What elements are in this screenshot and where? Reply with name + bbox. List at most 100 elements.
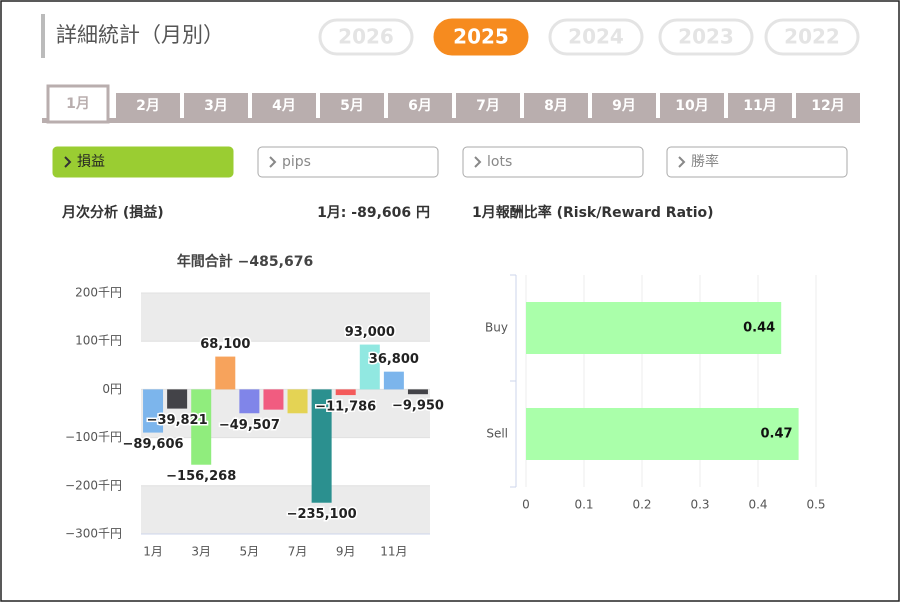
bar: [191, 389, 212, 465]
month-label: 5月: [340, 98, 364, 114]
tab-strip: [42, 118, 860, 123]
x-tick-label: 3月: [191, 545, 211, 559]
x-tick-label: 5月: [240, 545, 260, 559]
x-tick-label: 11月: [380, 545, 407, 559]
chart-subtitle: 年間合計 −485,676: [177, 253, 313, 270]
y-tick-label: Buy: [485, 321, 508, 335]
x-tick-label: 1月: [143, 545, 163, 559]
value-label: −49,507: [219, 418, 280, 433]
x-tick-label: 9月: [336, 545, 356, 559]
year-label: 2024: [568, 25, 624, 49]
month-tab[interactable]: [184, 93, 248, 119]
bar: [311, 389, 332, 503]
value-label: −11,786: [315, 400, 376, 415]
value-label: 0.44: [743, 321, 775, 336]
year-label: 2023: [678, 25, 734, 49]
year-button[interactable]: [764, 18, 860, 56]
month-label: 7月: [476, 98, 500, 114]
year-button[interactable]: [658, 18, 754, 56]
month-label: 12月: [811, 98, 844, 114]
bar: [526, 408, 799, 460]
value-label: 0.47: [761, 427, 793, 442]
month-label: 11月: [743, 98, 776, 114]
y-tick-label: 200千円: [75, 286, 122, 300]
month-label: 10月: [675, 98, 708, 114]
x-tick-label: 0.1: [574, 498, 593, 512]
month-tab[interactable]: [46, 84, 110, 124]
metric-label: 損益: [77, 154, 105, 170]
metric-label: pips: [282, 154, 311, 170]
section-title: 月次分析 (損益): [61, 204, 164, 221]
year-button[interactable]: [548, 18, 644, 56]
month-tab[interactable]: [320, 93, 384, 119]
x-tick-label: 0.4: [748, 498, 767, 512]
y-tick-label: 0円: [102, 382, 122, 396]
value-label: −39,821: [147, 413, 208, 428]
value-label: −9,950: [392, 399, 444, 414]
y-tick-label: −200千円: [65, 478, 122, 492]
title-accent: [41, 14, 45, 58]
month-label: 6月: [408, 98, 432, 114]
month-tab[interactable]: [728, 93, 792, 119]
x-tick-label: 7月: [288, 545, 308, 559]
chevron: [269, 156, 277, 168]
value-label: −156,268: [166, 469, 236, 484]
month-label: 4月: [272, 98, 296, 114]
section-summary: 1月: -89,606 円: [317, 205, 430, 221]
month-tab[interactable]: [524, 93, 588, 119]
chevron: [64, 156, 72, 168]
month-label: 1月: [66, 96, 90, 112]
bar: [335, 389, 356, 396]
y-tick-label: Sell: [486, 427, 508, 441]
month-label: 9月: [612, 98, 636, 114]
bar: [383, 371, 404, 390]
bar: [407, 389, 428, 395]
bar: [239, 389, 260, 414]
bar: [359, 344, 380, 390]
x-tick-label: 0.3: [690, 498, 709, 512]
bar: [526, 302, 782, 354]
value-label: −235,100: [287, 507, 357, 522]
value-label: 36,800: [369, 352, 419, 367]
month-tab[interactable]: [388, 93, 452, 119]
metric-button[interactable]: [666, 146, 848, 178]
year-button[interactable]: [318, 18, 414, 56]
y-tick-label: 100千円: [75, 334, 122, 348]
x-tick-label: 0.5: [806, 498, 825, 512]
month-tab[interactable]: [252, 93, 316, 119]
plot-band: [141, 389, 430, 438]
year-label: 2022: [784, 25, 840, 49]
bar: [215, 356, 236, 390]
bar: [263, 389, 284, 410]
chevron: [678, 156, 686, 168]
month-tab[interactable]: [116, 93, 180, 119]
page-title: 詳細統計（月別）: [56, 23, 224, 47]
bar: [167, 389, 188, 409]
month-tab[interactable]: [660, 93, 724, 119]
bar: [287, 389, 308, 414]
year-label: 2025: [453, 25, 509, 49]
y-tick-label: −300千円: [65, 527, 122, 541]
month-tab[interactable]: [592, 93, 656, 119]
metric-button[interactable]: [257, 146, 439, 178]
month-label: 3月: [204, 98, 228, 114]
x-tick-label: 0: [522, 498, 530, 512]
plot-band: [141, 293, 430, 342]
month-label: 2月: [136, 98, 160, 114]
year-label: 2026: [338, 25, 394, 49]
bar: [143, 389, 164, 433]
month-label: 8月: [544, 98, 568, 114]
value-label: −89,606: [123, 437, 184, 452]
year-button[interactable]: [433, 18, 529, 56]
metric-label: 勝率: [691, 153, 719, 170]
month-tab[interactable]: [796, 93, 860, 119]
month-tab[interactable]: [456, 93, 520, 119]
metric-button[interactable]: [462, 146, 644, 178]
chevron: [474, 156, 482, 168]
value-label: 68,100: [200, 337, 250, 352]
value-label: 93,000: [345, 325, 395, 340]
y-tick-label: −100千円: [65, 430, 122, 444]
x-tick-label: 0.2: [632, 498, 651, 512]
metric-button[interactable]: [52, 146, 234, 178]
